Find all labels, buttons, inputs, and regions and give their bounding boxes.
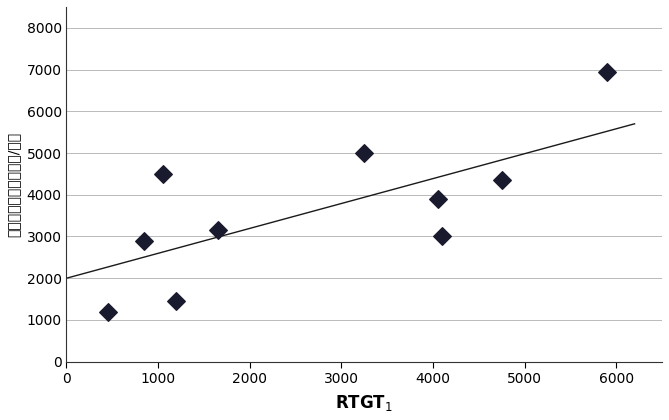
Point — [496, 177, 507, 184]
Point — [157, 171, 168, 177]
X-axis label: RTGT$_1$: RTGT$_1$ — [335, 393, 393, 413]
Point — [432, 196, 443, 202]
Point — [601, 68, 612, 75]
Point — [139, 237, 150, 244]
Point — [359, 150, 370, 156]
Point — [212, 227, 223, 234]
Point — [171, 298, 182, 304]
Y-axis label: 直井气层日均产量（方/天）: 直井气层日均产量（方/天） — [7, 132, 21, 237]
Point — [437, 233, 448, 240]
Point — [102, 308, 113, 315]
